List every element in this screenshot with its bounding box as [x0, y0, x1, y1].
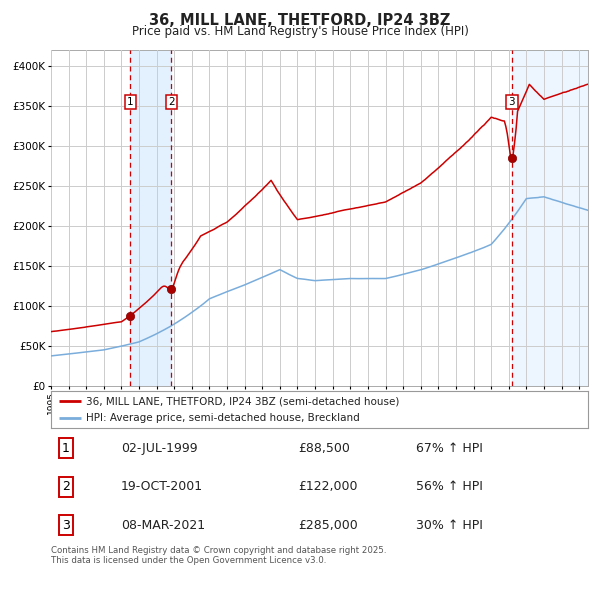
Text: 67% ↑ HPI: 67% ↑ HPI	[416, 442, 483, 455]
Text: 1: 1	[62, 442, 70, 455]
Text: 36, MILL LANE, THETFORD, IP24 3BZ (semi-detached house): 36, MILL LANE, THETFORD, IP24 3BZ (semi-…	[86, 396, 399, 406]
Text: 2: 2	[62, 480, 70, 493]
Bar	[512, 50, 588, 386]
Text: 1: 1	[127, 97, 134, 107]
Bar	[130, 50, 171, 386]
Text: 19-OCT-2001: 19-OCT-2001	[121, 480, 203, 493]
Text: £122,000: £122,000	[298, 480, 358, 493]
Text: £88,500: £88,500	[298, 442, 350, 455]
Text: 56% ↑ HPI: 56% ↑ HPI	[416, 480, 483, 493]
Text: HPI: Average price, semi-detached house, Breckland: HPI: Average price, semi-detached house,…	[86, 413, 359, 423]
Text: 3: 3	[509, 97, 515, 107]
Text: 30% ↑ HPI: 30% ↑ HPI	[416, 519, 483, 532]
Text: £285,000: £285,000	[298, 519, 358, 532]
Text: 36, MILL LANE, THETFORD, IP24 3BZ: 36, MILL LANE, THETFORD, IP24 3BZ	[149, 13, 451, 28]
Text: 3: 3	[62, 519, 70, 532]
Text: 08-MAR-2021: 08-MAR-2021	[121, 519, 205, 532]
Text: Contains HM Land Registry data © Crown copyright and database right 2025.
This d: Contains HM Land Registry data © Crown c…	[51, 546, 386, 565]
Text: 2: 2	[168, 97, 175, 107]
Text: 02-JUL-1999: 02-JUL-1999	[121, 442, 197, 455]
Text: Price paid vs. HM Land Registry's House Price Index (HPI): Price paid vs. HM Land Registry's House …	[131, 25, 469, 38]
